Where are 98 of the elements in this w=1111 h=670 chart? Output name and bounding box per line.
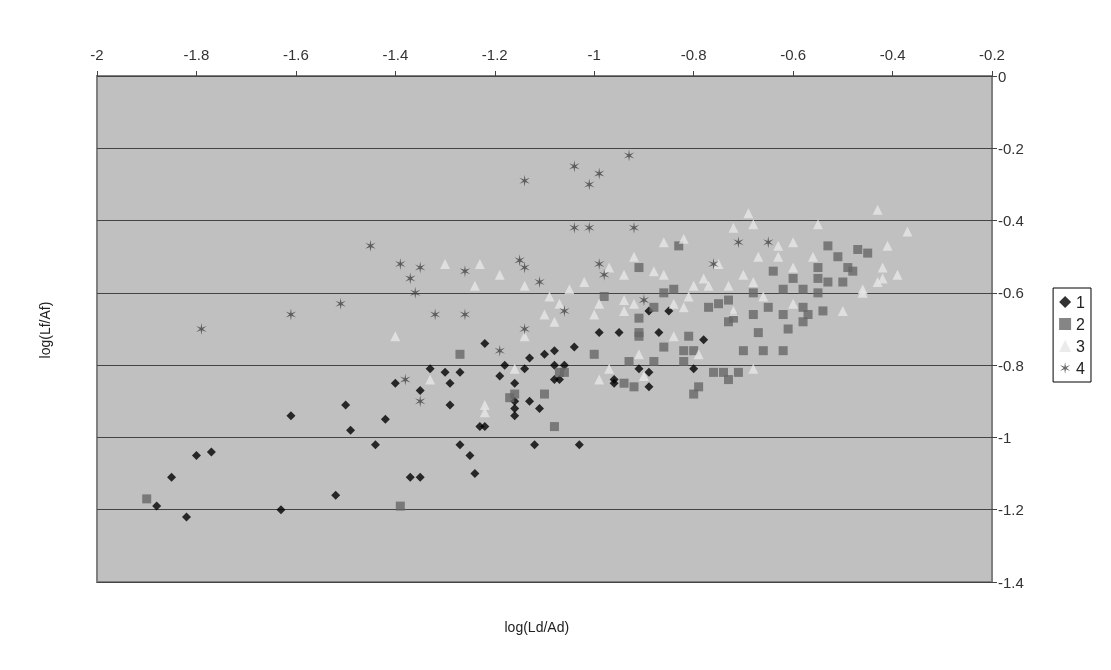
y-tick-label: -0.4: [998, 212, 1024, 230]
point: [455, 440, 465, 450]
point: [535, 404, 545, 414]
point: [733, 236, 744, 249]
point: [410, 286, 421, 299]
point: [405, 272, 416, 285]
x-tick-label: -1: [587, 46, 601, 63]
x-tick-label: -0.4: [879, 46, 906, 63]
point: [689, 364, 699, 374]
point: [525, 396, 535, 406]
point: [584, 221, 595, 234]
x-tick-label: -1.6: [282, 46, 309, 63]
point: [520, 364, 530, 374]
x-tick-label: -1.2: [481, 46, 508, 63]
y-tick-label: 0: [998, 67, 1007, 85]
point: [415, 385, 425, 395]
point: [534, 276, 545, 289]
point: [644, 382, 654, 392]
point: [445, 378, 455, 388]
point: [549, 346, 559, 356]
point: [459, 308, 471, 321]
point: [191, 451, 201, 460]
legend-label: 2: [1076, 315, 1086, 333]
point: [465, 451, 475, 460]
point: [584, 178, 595, 191]
point: [429, 308, 441, 321]
point: [445, 400, 455, 410]
point: [182, 512, 191, 522]
point: [196, 323, 207, 335]
x-tick-label: -1.4: [382, 46, 409, 63]
point: [510, 378, 520, 388]
point: [540, 349, 549, 359]
point: [425, 364, 435, 374]
x-tick-label: -0.8: [680, 46, 707, 63]
point: [152, 501, 162, 511]
point: [510, 411, 520, 421]
point: [415, 395, 426, 408]
point: [514, 254, 525, 267]
point: [569, 221, 580, 234]
point: [763, 236, 774, 249]
point: [569, 160, 580, 173]
y-tick-label: -1: [998, 428, 1012, 446]
point: [525, 353, 535, 363]
point: [405, 472, 415, 482]
y-tick-label: -1.2: [998, 501, 1024, 519]
x-tick-label: -1.8: [183, 46, 210, 63]
point: [594, 328, 604, 338]
point: [390, 378, 400, 388]
point: [494, 344, 505, 357]
point: [519, 174, 530, 187]
x-tick-label: -2: [90, 46, 104, 63]
point: [569, 342, 579, 352]
legend-label: 1: [1076, 293, 1086, 311]
point: [510, 404, 520, 414]
x-tick-label: -0.6: [780, 46, 807, 63]
point: [455, 367, 465, 377]
point: [365, 239, 376, 252]
point: [395, 257, 406, 270]
point: [598, 268, 610, 281]
point: [167, 472, 177, 482]
point: [530, 440, 540, 450]
y-tick-label: -0.8: [998, 356, 1024, 374]
point: [495, 371, 505, 381]
legend-label: 4: [1076, 359, 1086, 377]
point: [574, 440, 584, 450]
point: [549, 360, 559, 370]
y-axis-title: log(Lf/Af): [37, 301, 53, 359]
point: [206, 447, 216, 457]
point: [634, 364, 644, 374]
y-tick-label: -1.4: [998, 573, 1024, 591]
point: [285, 308, 297, 321]
point: [335, 297, 346, 310]
legend-label: 3: [1076, 337, 1086, 355]
point: [286, 411, 296, 421]
x-axis-title: log(Ld/Ad): [504, 619, 570, 635]
point: [380, 414, 390, 424]
point: [519, 261, 530, 274]
point: [500, 360, 510, 370]
point: [415, 472, 425, 482]
point: [554, 375, 564, 385]
y-tick-label: -0.2: [998, 139, 1024, 157]
point: [370, 440, 380, 450]
point: [276, 505, 286, 515]
point: [440, 367, 450, 377]
point: [470, 469, 480, 479]
point: [346, 425, 356, 435]
point: [699, 335, 709, 345]
point: [331, 490, 341, 500]
point: [559, 304, 570, 317]
point: [341, 400, 351, 410]
point: [480, 338, 490, 348]
point: [400, 373, 411, 386]
point: [664, 306, 674, 316]
point: [594, 257, 605, 270]
y-tick-label: -0.6: [998, 284, 1024, 302]
point: [480, 422, 490, 432]
point: [614, 328, 624, 338]
point: [654, 328, 664, 338]
